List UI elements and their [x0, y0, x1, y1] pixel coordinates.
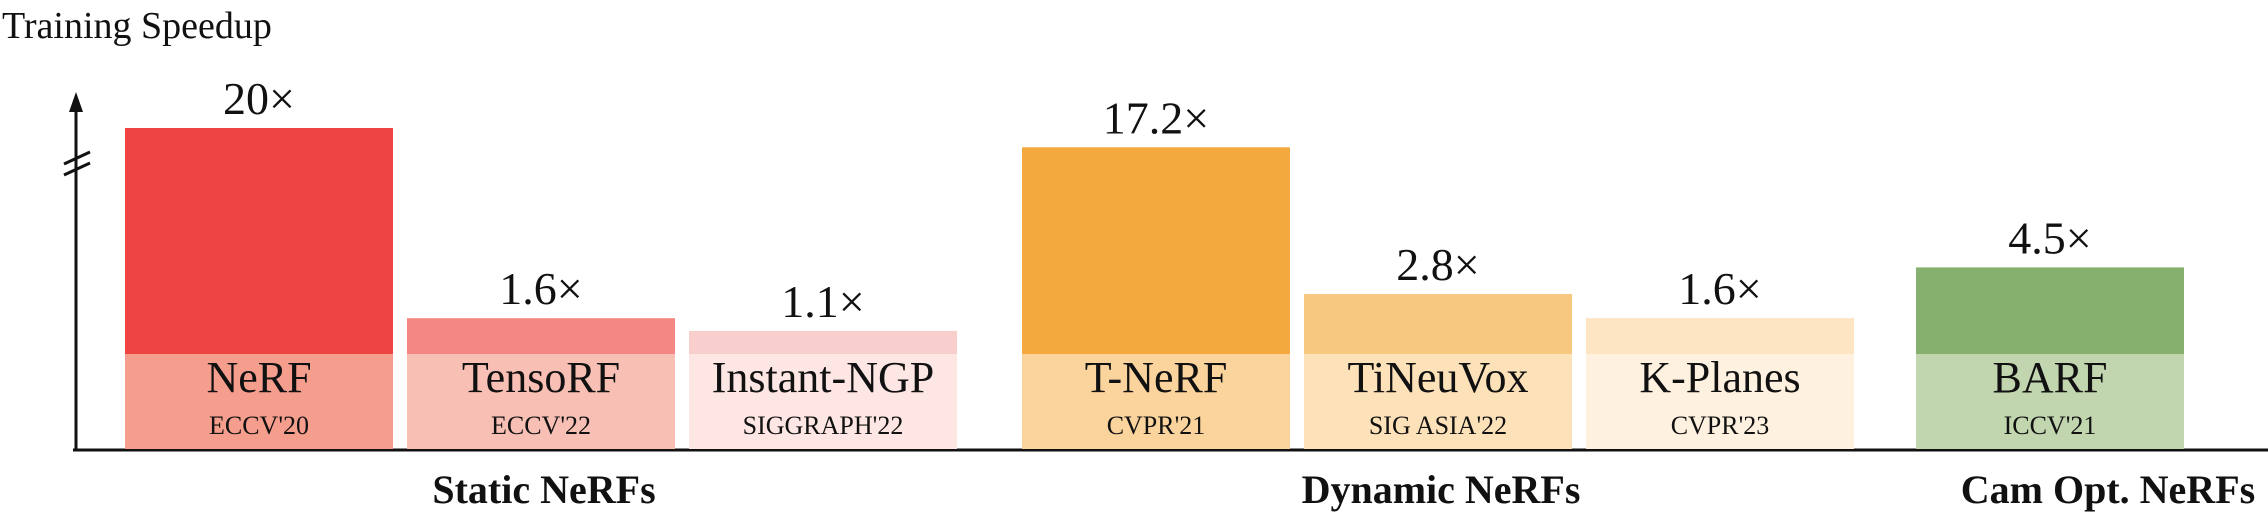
bar-venue-label: ECCV'20 — [209, 411, 309, 440]
bar-category-label: K-Planes — [1639, 353, 1800, 402]
bar — [1022, 147, 1290, 354]
y-axis-title: Training Speedup — [2, 5, 272, 47]
group-label: Cam Opt. NeRFs — [1961, 467, 2255, 512]
y-axis-arrow-head — [69, 92, 83, 112]
group-label: Static NeRFs — [432, 467, 655, 512]
bar-category-label: BARF — [1993, 353, 2108, 402]
bar — [689, 331, 957, 354]
bar-venue-label: CVPR'21 — [1107, 411, 1206, 440]
bar — [1586, 318, 1854, 354]
bar-label-box — [1304, 354, 1572, 449]
bar-group: 1.6× K-Planes CVPR'23 — [1586, 263, 1854, 449]
bars-layer: 20× NeRF ECCV'20 1.6× TensoRF ECCV'22 1.1× Inst… — [125, 73, 2184, 449]
bar-group: 1.1× Instant-NGP SIGGRAPH'22 — [689, 276, 957, 449]
bar-group: 4.5× BARF ICCV'21 — [1916, 212, 2184, 449]
bar-value-label: 17.2× — [1103, 92, 1209, 143]
bar-value-label: 2.8× — [1396, 239, 1479, 290]
group-label: Dynamic NeRFs — [1302, 467, 1581, 512]
bar-group: 20× NeRF ECCV'20 — [125, 73, 393, 449]
bar-venue-label: SIGGRAPH'22 — [743, 411, 904, 440]
bar-group: 2.8× TiNeuVox SIG ASIA'22 — [1304, 239, 1572, 449]
y-axis-break-mark — [63, 161, 91, 177]
bar-label-box — [689, 354, 957, 449]
bar-label-box — [1916, 354, 2184, 449]
bar — [125, 128, 393, 354]
y-axis-break-mark — [63, 150, 91, 166]
bar — [407, 318, 675, 354]
bar-label-box — [407, 354, 675, 449]
bar-value-label: 1.6× — [499, 263, 582, 314]
bar-venue-label: SIG ASIA'22 — [1369, 411, 1507, 440]
bar-venue-label: ICCV'21 — [2004, 411, 2097, 440]
bar-venue-label: ECCV'22 — [491, 411, 591, 440]
group-labels-layer: Static NeRFs Dynamic NeRFs Cam Opt. NeRFs — [432, 467, 2255, 512]
bar-category-label: NeRF — [206, 353, 311, 402]
bar-label-box — [125, 354, 393, 449]
bar-category-label: TensoRF — [462, 353, 620, 402]
bar — [1304, 293, 1572, 354]
bar-value-label: 1.1× — [781, 276, 864, 327]
bar-label-box — [1022, 354, 1290, 449]
bar-category-label: TiNeuVox — [1348, 353, 1529, 402]
bar-category-label: Instant-NGP — [712, 353, 934, 402]
bar-group: 1.6× TensoRF ECCV'22 — [407, 263, 675, 449]
bar-value-label: 20× — [223, 73, 295, 124]
bar-venue-label: CVPR'23 — [1671, 411, 1770, 440]
bar-category-label: T-NeRF — [1085, 353, 1228, 402]
bar-value-label: 1.6× — [1678, 263, 1761, 314]
bar-group: 17.2× T-NeRF CVPR'21 — [1022, 92, 1290, 449]
bar — [1916, 267, 2184, 354]
bar-label-box — [1586, 354, 1854, 449]
bar-value-label: 4.5× — [2008, 212, 2091, 263]
